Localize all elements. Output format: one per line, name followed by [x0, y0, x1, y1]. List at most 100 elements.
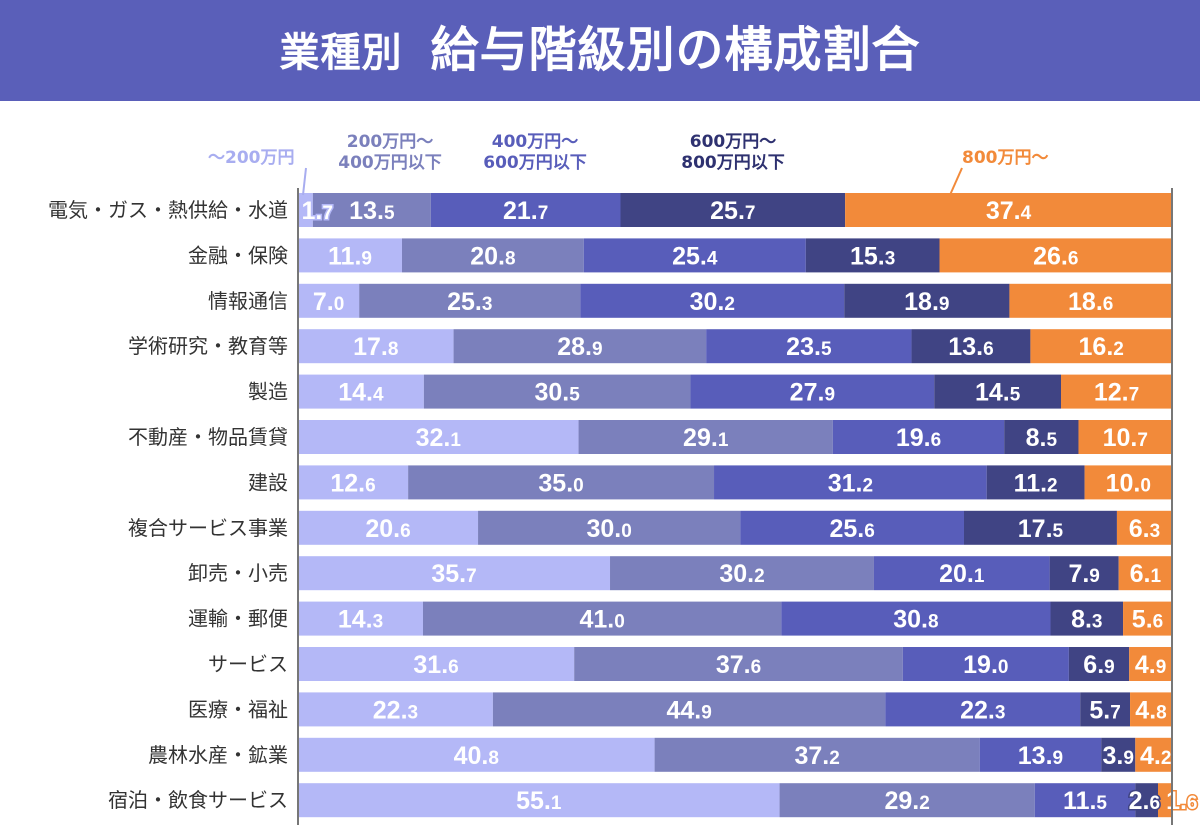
bar-segment	[298, 420, 579, 454]
bar-segment	[298, 193, 313, 227]
bar-segment	[1080, 692, 1131, 727]
bar-segment	[714, 465, 987, 500]
bar-segment	[1101, 737, 1136, 772]
data-label: 27.9	[790, 379, 835, 407]
bar-segment	[312, 193, 431, 227]
bar-segment	[1078, 420, 1172, 454]
data-label: 5.6	[1132, 606, 1163, 634]
bar-segment	[298, 783, 780, 818]
data-label: 37.4	[986, 197, 1032, 225]
data-label: 7.9	[1068, 560, 1099, 588]
data-label: 13.5	[349, 197, 395, 225]
bar-segment	[1135, 737, 1172, 772]
category-label: 建設	[248, 470, 288, 494]
data-label: 5.7	[1089, 696, 1120, 724]
data-label: 35.7	[431, 560, 476, 588]
category-label: 学術研究・教育等	[128, 334, 288, 358]
bar-segment	[740, 510, 964, 545]
data-label: 21.7	[503, 197, 548, 225]
data-label: 8.5	[1026, 424, 1058, 452]
data-label: 30.8	[893, 606, 938, 634]
category-label: 情報通信	[208, 289, 288, 313]
data-label: 18.9	[904, 288, 949, 316]
data-label: 25.6	[829, 515, 874, 543]
data-label: 10.7	[1103, 424, 1148, 452]
data-label: 12.6	[330, 469, 375, 497]
bar-segment	[1034, 783, 1136, 818]
bar-segment	[298, 283, 360, 318]
data-label: 19.6	[896, 424, 941, 452]
bar-segment	[298, 647, 575, 681]
legend-600-800: 600万円～ 800万円以下	[681, 132, 785, 173]
bar-segment	[453, 329, 707, 364]
bar-segment	[690, 374, 935, 409]
data-label: 11.9	[328, 242, 372, 270]
category-label: 不動産・物品賃貸	[128, 425, 288, 449]
bar-segment	[1049, 556, 1119, 591]
bar-segment	[1061, 374, 1172, 409]
data-label: 40.8	[454, 742, 499, 770]
data-label: 10.0	[1106, 469, 1151, 497]
data-label: 29.2	[885, 787, 930, 815]
data-label: 20.8	[470, 242, 515, 270]
category-label: 製造	[248, 380, 288, 404]
legend-under-200: ～200万円	[208, 148, 295, 168]
bar-segment	[298, 556, 611, 591]
data-label: 37.2	[794, 742, 839, 770]
data-label: 12.7	[1094, 379, 1139, 407]
data-label: 30.2	[690, 288, 735, 316]
legend-leader-over-800	[949, 167, 963, 196]
data-label: 11.5	[1063, 787, 1107, 815]
bar-segment	[832, 420, 1005, 454]
data-label: 28.9	[557, 333, 602, 361]
bar-segment	[298, 465, 409, 500]
legend-leader-under-200	[302, 167, 307, 196]
bar-segment	[885, 692, 1081, 727]
data-label: 15.3	[850, 242, 895, 270]
bar-segment	[574, 647, 903, 681]
data-label: 7.0	[313, 288, 344, 316]
data-label: 14.5	[975, 379, 1021, 407]
data-label: 30.0	[586, 515, 631, 543]
data-label: 18.6	[1068, 288, 1113, 316]
category-label: 卸売・小売	[188, 561, 288, 585]
data-label: 4.8	[1135, 696, 1166, 724]
data-label: 31.2	[828, 469, 873, 497]
data-label: 44.9	[666, 696, 711, 724]
category-label: 金融・保険	[188, 243, 288, 267]
data-label: 41.0	[579, 606, 624, 634]
data-label: 3.9	[1103, 742, 1134, 770]
bar-segment	[1129, 647, 1172, 681]
bar-segment	[402, 238, 584, 273]
data-label: 32.1	[416, 424, 462, 452]
bar-segment	[408, 465, 715, 500]
data-label: 23.5	[786, 333, 832, 361]
bar-segment	[1050, 601, 1124, 636]
bar-segment	[902, 647, 1069, 681]
data-label: 4.9	[1135, 651, 1166, 679]
data-label: 14.4	[338, 379, 384, 407]
bar-segment	[298, 238, 403, 273]
bar-segment	[583, 238, 806, 273]
bar-segment	[873, 556, 1050, 591]
bar-segment	[1130, 692, 1172, 727]
data-label: 29.1	[683, 424, 729, 452]
bar-segment	[610, 556, 874, 591]
bar-segment	[492, 692, 886, 727]
data-label: 25.3	[447, 288, 492, 316]
data-label: 20.6	[365, 515, 410, 543]
bar-segment	[1135, 783, 1159, 818]
category-label: サービス	[208, 652, 288, 676]
legend-400-600: 400万円～ 600万円以下	[483, 132, 587, 173]
data-label: 25.4	[672, 242, 718, 270]
data-label: 2.6	[1129, 787, 1160, 815]
data-label: 30.2	[719, 560, 764, 588]
data-label: 35.0	[538, 469, 583, 497]
bar-segment	[1116, 510, 1172, 545]
data-label: 30.5	[534, 379, 580, 407]
chart-title: 業種別 給与階級別の構成割合	[0, 0, 1200, 101]
bar-segment	[620, 193, 846, 227]
title-prefix: 業種別	[279, 30, 403, 76]
bar-segment	[1009, 283, 1172, 318]
